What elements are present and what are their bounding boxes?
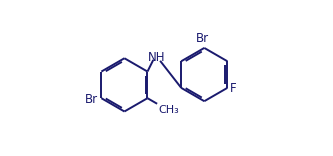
Text: CH₃: CH₃ [158,105,179,115]
Text: F: F [230,82,237,95]
Text: Br: Br [85,93,98,106]
Text: Br: Br [196,32,209,44]
Text: NH: NH [148,51,166,64]
